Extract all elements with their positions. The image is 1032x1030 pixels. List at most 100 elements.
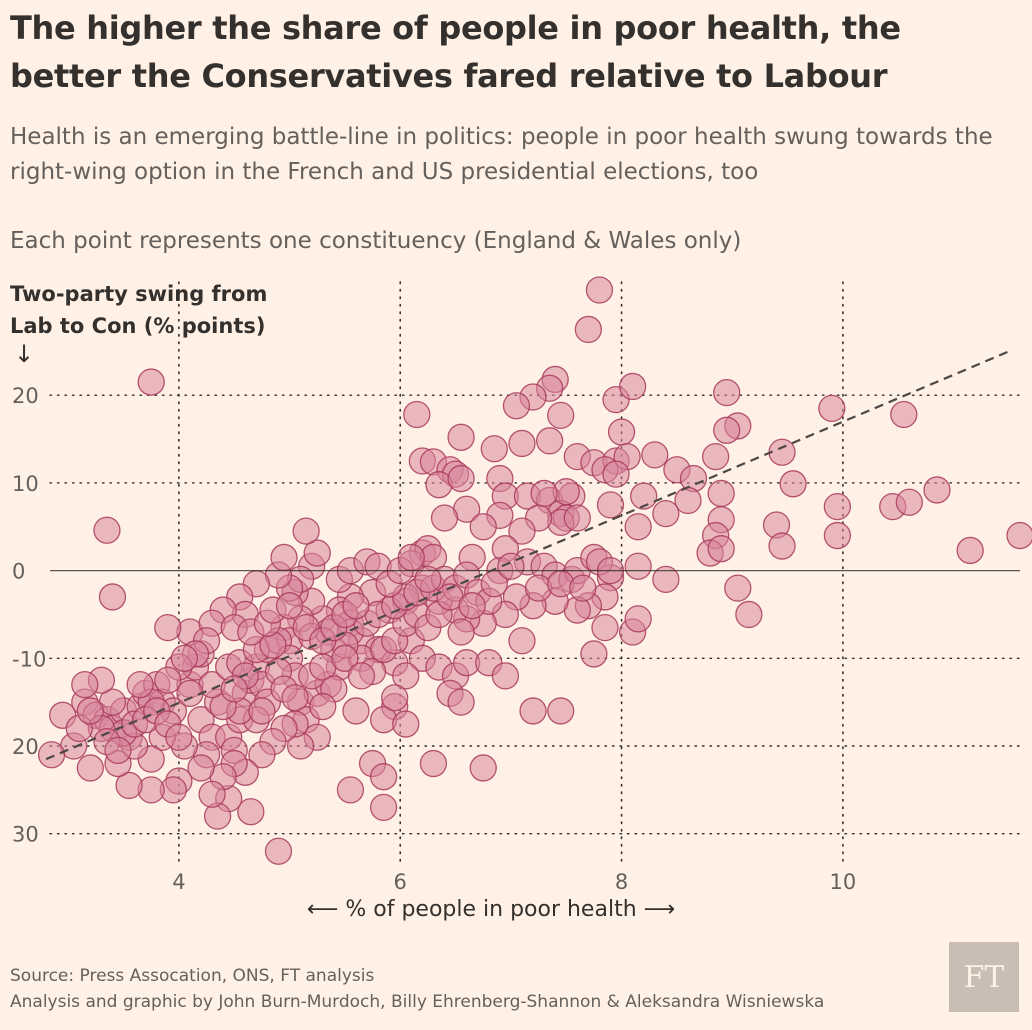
data-point [419,749,448,778]
data-point [403,400,431,429]
y-tick-label: 30 [12,823,39,847]
data-point [823,521,852,550]
data-point [535,427,564,455]
data-point [652,565,680,594]
data-point [154,666,182,694]
data-point [508,517,536,545]
data-point [342,697,370,725]
data-point [508,429,536,458]
x-tick-label: 6 [394,870,407,894]
data-point [574,315,603,344]
data-point [331,644,359,672]
data-point [641,441,669,469]
y-tick-label: -10 [12,647,46,671]
data-point [447,464,475,493]
data-point [768,438,796,466]
ft-logo: FT [949,942,1019,1012]
data-point [469,754,497,782]
data-point [895,488,923,516]
data-point [779,470,807,498]
data-point [530,479,558,508]
data-point [674,486,702,515]
data-point [292,517,320,545]
data-point [104,736,132,765]
data-point [923,476,951,504]
data-point [707,479,735,508]
y-tick-label: 0 [12,560,25,584]
data-point [336,776,365,804]
down-arrow-icon: ↓ [14,340,35,368]
data-point [447,423,475,451]
data-point [607,418,636,446]
data-point [458,592,486,620]
data-point [347,662,376,690]
data-point [701,442,730,471]
data-point [414,565,442,594]
data-point [580,640,608,668]
data-point [303,539,331,567]
y-axis-label: Two-party swing from Lab to Con (% point… [10,278,267,342]
data-point [818,394,846,423]
data-point [342,592,370,620]
data-point [430,504,459,532]
data-point [115,771,143,800]
data-point [369,763,398,791]
data-point [563,504,591,532]
tick-layer: 20 10 0 -10 20 30 4 6 8 10 [12,384,856,894]
data-point [890,400,918,429]
source-note: Source: Press Assocation, ONS, FT analys… [10,963,824,1015]
source-line: Source: Press Assocation, ONS, FT analys… [10,966,375,986]
data-point [524,574,553,602]
data-point [547,570,575,598]
data-point [309,692,337,721]
data-point [624,552,652,580]
data-point [264,837,293,865]
data-point [624,605,652,633]
y-tick-label: 10 [12,472,39,496]
data-point [602,460,630,488]
trend-line [45,350,1010,761]
data-point [1006,521,1032,550]
data-point [248,741,276,769]
trend-layer [45,350,1020,761]
data-point [569,574,597,602]
data-point [76,697,104,725]
data-point [71,670,99,699]
data-point [270,543,298,572]
data-point [596,491,625,519]
data-point [480,435,508,463]
y-axis-label-line1: Two-party swing from [10,282,268,306]
data-point [137,368,165,396]
data-point [37,741,66,769]
data-point [724,574,752,602]
data-point [508,627,536,655]
x-tick-label: 10 [830,870,857,894]
data-point [469,513,497,541]
data-point [392,662,420,690]
data-point [547,401,575,430]
x-axis-label: ⟵ % of people in poor health ⟶ [306,897,676,922]
data-point [585,276,614,304]
data-point [713,416,741,444]
data-point [447,688,475,716]
y-axis-label-line2: Lab to Con (% points) [10,314,266,338]
data-point [248,697,276,725]
data-point [735,600,763,629]
data-point [491,662,520,690]
scatter-plot: 20 10 0 -10 20 30 4 6 8 10 [12,276,1032,894]
data-point [624,513,652,541]
data-point [137,776,165,804]
data-point [281,684,309,712]
data-point [275,592,304,620]
data-point [618,372,647,401]
data-point [198,780,226,808]
data-point [397,543,425,572]
data-point [154,613,182,642]
data-point [165,723,193,751]
x-tick-label: 4 [172,870,185,894]
data-point [187,754,215,782]
data-point [93,516,121,544]
data-point [823,492,852,521]
data-point [98,583,127,611]
data-point [220,675,248,703]
